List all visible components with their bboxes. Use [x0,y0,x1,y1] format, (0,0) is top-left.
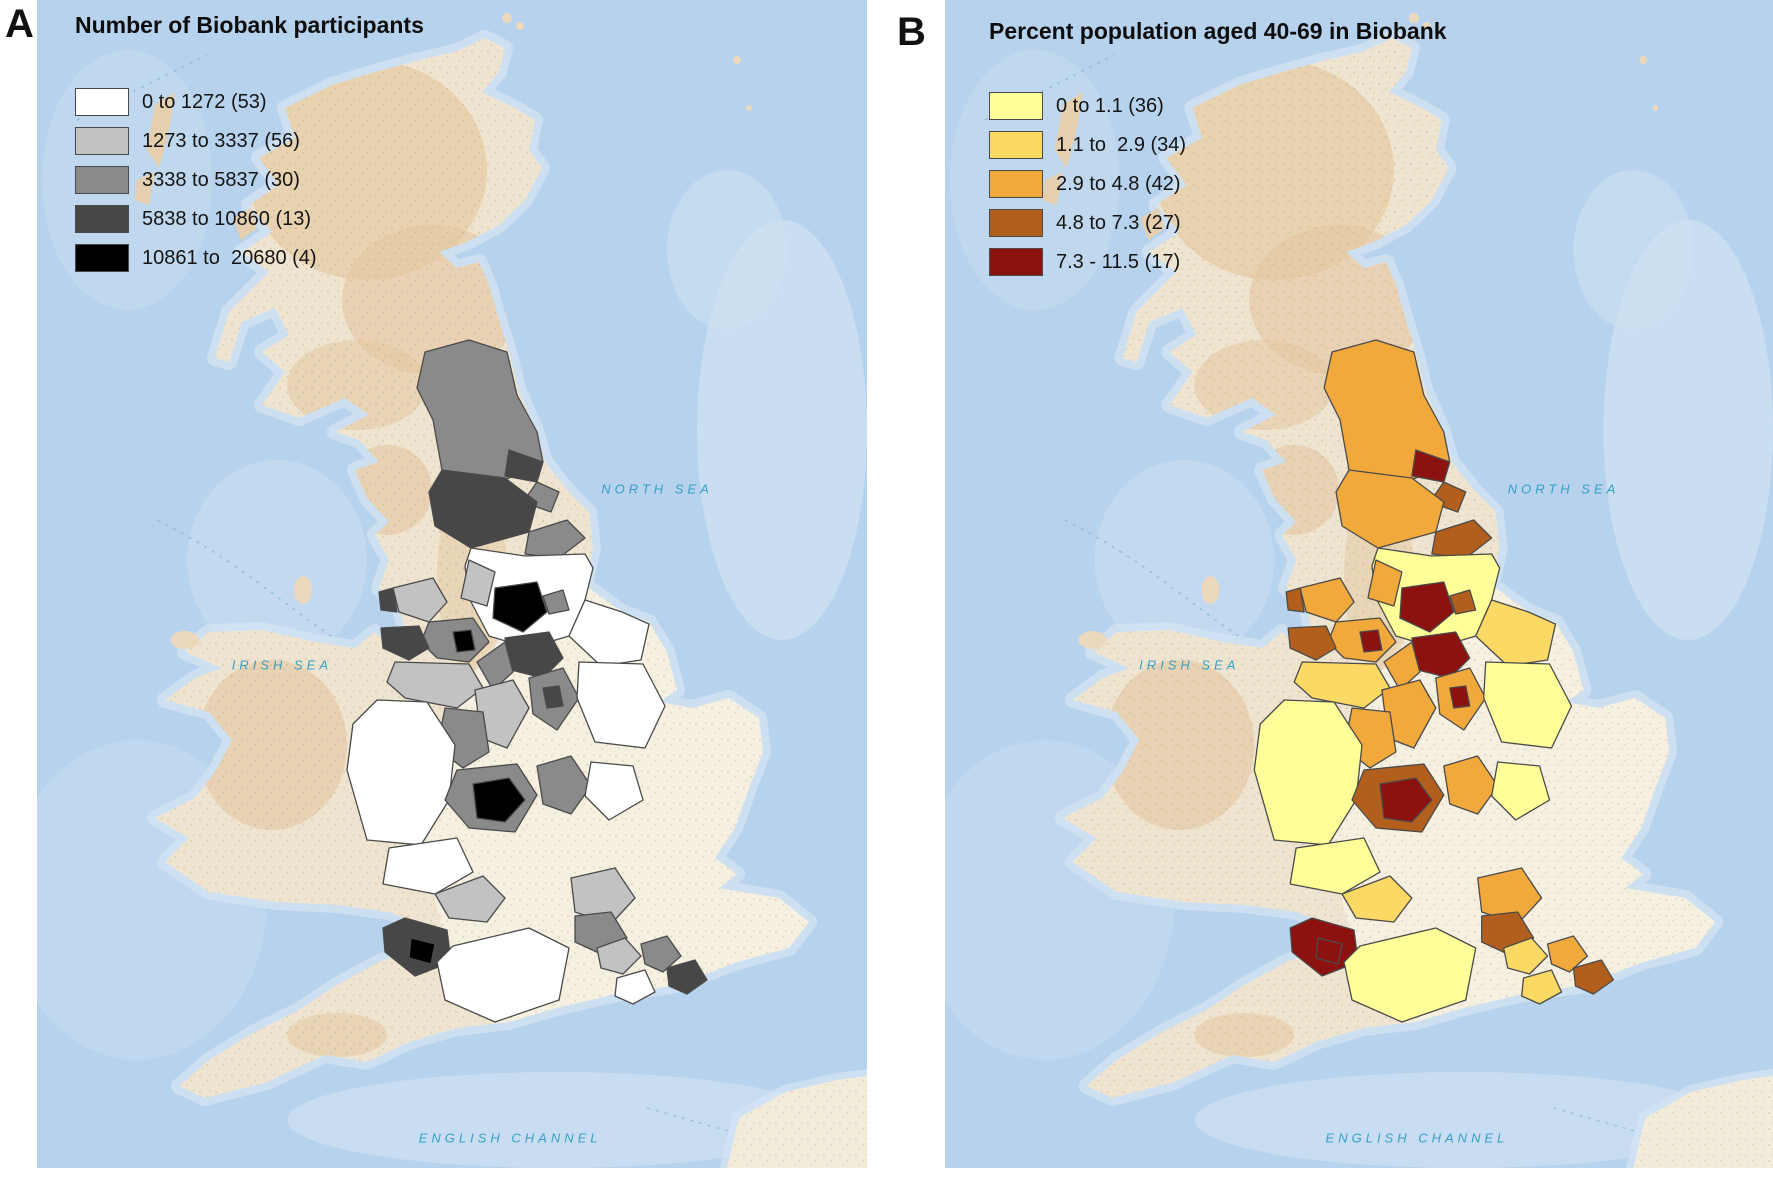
choropleth-layer [1253,339,1615,1023]
region-sussex-fringe [614,969,656,1005]
region-oxfordshire [1477,867,1543,925]
region-barnsley [476,641,514,691]
legend-row: 0 to 1272 (53) [75,88,317,116]
legend-swatch [75,88,129,116]
region-liverpool [380,625,430,661]
region-blackpool [378,587,398,613]
region-teesside [524,519,586,559]
region-worcestershire [1289,837,1381,895]
region-blackpool [1285,587,1305,613]
region-cheshire [386,661,484,709]
panel-b-title: Percent population aged 40-69 in Biobank [989,18,1447,44]
region-cheshire [1293,661,1391,709]
legend-row: 7.3 - 11.5 (17) [989,248,1186,276]
basemap-svg [945,13,1773,1168]
panel-b-letter: B [897,10,926,54]
region-somerset-wiltshire [1343,927,1477,1023]
legend-swatch [75,205,129,233]
legend-label: 1273 to 3337 (56) [142,129,300,152]
legend-label: 7.3 - 11.5 (17) [1056,250,1181,273]
legend-label: 1.1 to 2.9 (34) [1056,133,1187,156]
region-sussex-fringe [1520,969,1563,1005]
region-aldershot-guildford [1503,937,1549,975]
basemap-svg [37,13,867,1168]
legend-label: 0 to 1.1 (36) [1056,94,1164,117]
panel-a-letter: A [5,2,34,46]
region-york [1449,589,1477,615]
legend-row: 5838 to 10860 (13) [75,205,317,233]
region-birmingham [472,777,526,823]
region-aldershot-guildford [596,937,642,975]
legend-label: 5838 to 10860 (13) [142,207,312,230]
legend-label: 0 to 1272 (53) [142,90,267,113]
legend-label: 2.9 to 4.8 (42) [1056,172,1181,195]
legend-row: 1273 to 3337 (56) [75,127,317,155]
region-york [542,589,570,615]
region-durham [428,469,538,549]
legend: 0 to 1.1 (36) 1.1 to 2.9 (34) 2.9 to 4.8 (… [989,92,1186,287]
legend-swatch [989,170,1043,198]
region-durham [1335,469,1445,549]
region-leicestershire [1443,755,1499,815]
legend: 0 to 1272 (53) 1273 to 3337 (56) 3338 to 5… [75,88,317,283]
north-sea-label: NORTH SEA [601,481,713,497]
region-nottingham [542,685,564,709]
legend-row: 4.8 to 7.3 (27) [989,209,1186,237]
english-channel-label: ENGLISH CHANNEL [418,1130,602,1146]
region-northamptonshire [584,761,644,821]
region-harrogate [1367,559,1403,607]
legend-label: 10861 to 20680 (4) [142,246,317,269]
region-somerset-wiltshire [436,927,570,1023]
region-bristol-core [1315,937,1343,965]
legend-row: 1.1 to 2.9 (34) [989,131,1186,159]
region-croydon [666,959,708,995]
region-teesside [1431,519,1493,559]
legend-row: 0 to 1.1 (36) [989,92,1186,120]
region-harrogate [460,559,496,607]
region-leeds [1399,581,1455,633]
legend-swatch [989,248,1043,276]
region-gloucestershire [1341,875,1413,923]
region-surrey [1546,935,1589,973]
region-lincolnshire [576,661,666,749]
region-preston [1299,577,1355,623]
north-sea-label: NORTH SEA [1507,481,1620,497]
panel-b-map: Percent population aged 40-69 in Biobank… [945,0,1773,1168]
region-lincolnshire [1483,661,1573,749]
panel-a-map: Number of Biobank participants 0 to 1272… [37,0,867,1168]
region-croydon [1572,959,1615,995]
panel-a-title: Number of Biobank participants [75,12,424,38]
legend-label: 3338 to 5837 (30) [142,168,300,191]
legend-row: 2.9 to 4.8 (42) [989,170,1186,198]
legend-swatch [75,244,129,272]
region-surrey [640,935,682,973]
choropleth-layer [346,339,708,1023]
region-leeds [492,581,548,633]
legend-swatch [75,127,129,155]
legend-swatch [75,166,129,194]
irish-sea-label: IRISH SEA [1139,657,1240,673]
region-birmingham [1379,777,1433,823]
region-bristol-core [408,937,436,965]
region-manchester [1359,629,1383,653]
legend-swatch [989,92,1043,120]
region-leicestershire [536,755,592,815]
legend-label: 4.8 to 7.3 (27) [1056,211,1181,234]
region-barnsley [1383,641,1421,691]
english-channel-label: ENGLISH CHANNEL [1325,1130,1509,1146]
region-oxfordshire [570,867,636,925]
region-manchester [452,629,476,653]
legend-swatch [989,131,1043,159]
region-northamptonshire [1491,761,1551,821]
region-preston [392,577,448,623]
legend-swatch [989,209,1043,237]
region-worcestershire [382,837,474,895]
legend-row: 3338 to 5837 (30) [75,166,317,194]
irish-sea-label: IRISH SEA [231,657,332,673]
region-nottingham [1449,685,1471,709]
region-gloucestershire [434,875,506,923]
region-liverpool [1287,625,1337,661]
legend-row: 10861 to 20680 (4) [75,244,317,272]
